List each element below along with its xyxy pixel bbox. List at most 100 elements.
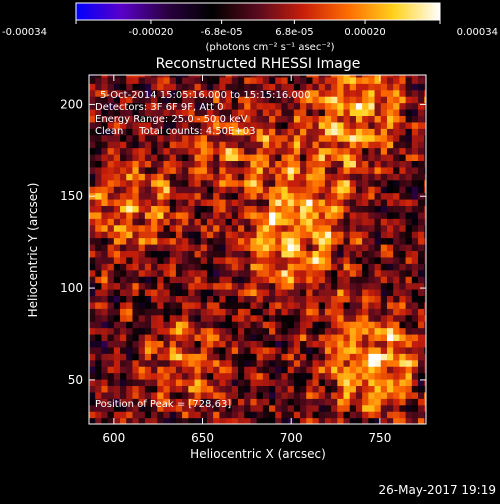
heatmap-cell [237, 288, 245, 297]
heatmap-cell [324, 301, 332, 309]
heatmap-cell [331, 327, 338, 335]
heatmap-cell [380, 308, 388, 316]
heatmap-cell [269, 102, 276, 110]
heatmap-cell [411, 314, 419, 322]
heatmap-cell [393, 198, 400, 207]
heatmap-cell [281, 147, 289, 155]
heatmap-cell [89, 263, 96, 271]
heatmap-cell [113, 379, 121, 387]
heatmap-cell [244, 263, 252, 271]
heatmap-cell [374, 333, 382, 342]
heatmap-cell [374, 166, 382, 174]
heatmap-cell [188, 179, 196, 187]
heatmap-cell [132, 108, 140, 117]
heatmap-cell [349, 192, 357, 200]
heatmap-cell [213, 121, 220, 129]
heatmap-cell [151, 314, 158, 322]
heatmap-cell [250, 321, 258, 329]
heatmap-cell [200, 243, 208, 252]
heatmap-cell [293, 385, 301, 393]
heatmap-cell [138, 411, 146, 419]
heatmap-cell [275, 366, 283, 374]
heatmap-cell [380, 372, 388, 380]
heatmap-cell [250, 115, 258, 123]
heatmap-cell [169, 205, 177, 213]
heatmap-cell [393, 237, 400, 245]
heatmap-cell [424, 333, 426, 342]
heatmap-cell [250, 256, 258, 264]
heatmap-cell [206, 391, 214, 399]
heatmap-cell [107, 102, 115, 110]
heatmap-cell [262, 76, 270, 84]
heatmap-cell [256, 192, 264, 200]
heatmap-cell [300, 269, 307, 277]
heatmap-cell [337, 276, 345, 284]
heatmap-cell [256, 321, 264, 329]
heatmap-cell [262, 141, 270, 149]
heatmap-cell [151, 321, 158, 329]
heatmap-cell [399, 340, 407, 348]
heatmap-cell [113, 391, 121, 399]
heatmap-cell [393, 321, 400, 329]
heatmap-cell [120, 89, 127, 97]
heatmap-cell [293, 333, 301, 342]
heatmap-cell [157, 160, 165, 168]
heatmap-cell [144, 301, 152, 309]
heatmap-cell [355, 359, 363, 367]
plot-frame [88, 74, 427, 425]
heatmap-cell [287, 108, 295, 117]
heatmap-cell [368, 366, 376, 374]
heatmap-cell [424, 385, 426, 393]
heatmap-cell [194, 340, 202, 348]
heatmap-cell [262, 96, 270, 104]
heatmap-cell [151, 134, 158, 142]
heatmap-cell [424, 173, 426, 181]
heatmap-cell [262, 198, 270, 207]
heatmap-cell [206, 89, 214, 97]
heatmap-cell [213, 398, 220, 406]
heatmap-cell [275, 102, 283, 110]
heatmap-cell [306, 128, 314, 136]
heatmap-cell [269, 314, 276, 322]
heatmap-cell [256, 121, 264, 129]
heatmap-cell [219, 321, 227, 329]
heatmap-cell [89, 391, 96, 399]
heatmap-cell [281, 256, 289, 264]
heatmap-cell [300, 160, 307, 168]
heatmap-cell [424, 404, 426, 412]
heatmap-cell [175, 327, 183, 335]
heatmap-cell [169, 353, 177, 361]
heatmap-cell [231, 102, 239, 110]
heatmap-cell [244, 301, 252, 309]
heatmap-cell [349, 372, 357, 380]
heatmap-cell [95, 327, 103, 335]
heatmap-cell [349, 160, 357, 168]
heatmap-cell [144, 398, 152, 406]
heatmap-cell [237, 295, 245, 303]
heatmap-cell [318, 211, 326, 219]
heatmap-cell [144, 288, 152, 297]
heatmap-cell [244, 353, 252, 361]
heatmap-cell [138, 346, 146, 354]
heatmap-cell [188, 243, 196, 252]
heatmap-cell [200, 83, 208, 91]
heatmap-cell [231, 366, 239, 374]
heatmap-cell [113, 353, 121, 361]
heatmap-cell [113, 327, 121, 335]
heatmap-cell [95, 147, 103, 155]
heatmap-cell [138, 186, 146, 194]
heatmap-cell [262, 128, 270, 136]
heatmap-cell [318, 134, 326, 142]
heatmap-cell [405, 147, 413, 155]
heatmap-cell [175, 237, 183, 245]
heatmap-cell [318, 186, 326, 194]
heatmap-cell [219, 263, 227, 271]
heatmap-cell [225, 141, 233, 149]
heatmap-cell [405, 366, 413, 374]
heatmap-cell [424, 231, 426, 239]
heatmap-cell [281, 321, 289, 329]
heatmap-cell [107, 372, 115, 380]
colorbar-tick-label: 6.8e-05 [275, 27, 313, 38]
heatmap-cell [225, 231, 233, 239]
heatmap-cell [144, 263, 152, 271]
